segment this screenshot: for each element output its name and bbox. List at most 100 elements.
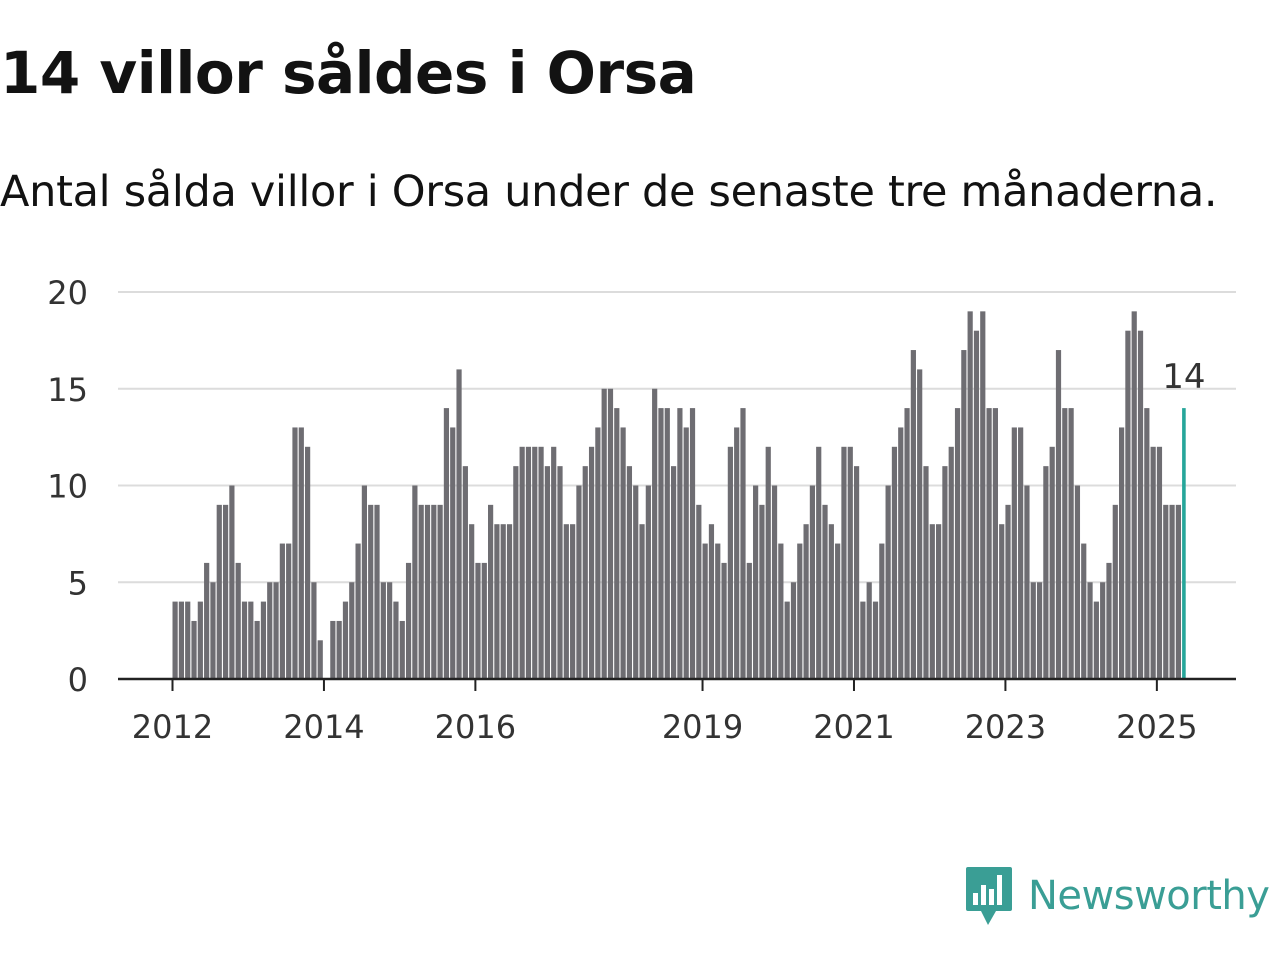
bar [1024,485,1030,679]
bar [1036,582,1043,679]
bar [570,524,576,679]
bar [475,562,481,679]
bar [1011,427,1017,679]
bar [1119,427,1125,679]
bar [1131,311,1137,679]
bar [980,311,986,679]
bar [778,543,784,679]
bar [614,408,620,679]
bar [967,311,973,679]
bar [771,485,778,679]
bar [399,620,405,679]
bar [689,408,696,679]
bar [740,408,746,679]
bar [1087,582,1093,679]
bar [494,524,500,679]
bar [853,466,860,679]
bar [424,504,431,679]
bar [1169,504,1175,679]
bar [784,601,790,679]
x-tick-label: 2025 [1116,708,1197,746]
bar [753,485,759,679]
chart-title: 14 villor såldes i Orsa [0,39,697,107]
newsworthy-logo-icon [966,867,1012,925]
bar [633,485,639,679]
bar [178,601,185,679]
bar [816,446,822,679]
bar [809,485,816,679]
bar [443,408,450,679]
bar [216,504,222,679]
bar [488,504,494,679]
bar [917,369,923,679]
bar [683,427,689,679]
bar [708,524,715,679]
bar [929,524,935,679]
bar [431,504,437,679]
chart-subtitle: Antal sålda villor i Orsa under de senas… [0,167,1218,217]
highlight-value-label: 14 [1162,357,1205,397]
bar [254,620,260,679]
bar [910,350,916,679]
bar [248,601,254,679]
bar [519,446,525,679]
bar [311,582,317,679]
bar [1068,408,1074,679]
bar [639,524,645,679]
bar-chart: 0 5 10 15 20 2012 2014 2016 2019 2021 2023 2025 14 [47,274,1236,746]
bar [317,640,323,679]
bar [607,388,614,679]
brand-name: Newsworthy [1028,873,1270,919]
bar [790,582,797,679]
bar [797,543,803,679]
bar [1150,446,1156,679]
bar [532,446,538,679]
bar [1144,408,1150,679]
bar [500,524,506,679]
bar [828,524,834,679]
x-tick-label: 2016 [435,708,516,746]
bar [992,408,998,679]
bar [235,562,241,679]
bar [172,601,178,679]
bar [721,562,727,679]
bar [582,466,588,679]
bar [904,408,910,679]
bar [544,466,550,679]
bar [1156,446,1163,679]
bar [405,562,412,679]
bar [273,582,279,679]
bar [551,446,557,679]
bar [727,446,733,679]
bar [954,408,961,679]
bar [866,582,872,679]
bar [1081,543,1087,679]
bar [746,562,752,679]
x-tick-label: 2014 [283,708,364,746]
bar [803,524,809,679]
bar [361,485,367,679]
bar [456,369,462,679]
bar [1049,446,1055,679]
bar [387,582,393,679]
bar [305,446,311,679]
bar [961,350,967,679]
bar [380,582,386,679]
bar [923,466,929,679]
bar [1093,601,1099,679]
bar [626,466,633,679]
bar [948,446,954,679]
bar [469,524,475,679]
bar [942,466,948,679]
bar [222,504,229,679]
bar [1125,330,1131,679]
bar [973,330,980,679]
bar [601,388,607,679]
bar [330,620,336,679]
bar [696,504,702,679]
bar [658,408,664,679]
bar [267,582,273,679]
y-tick-label: 0 [68,661,88,699]
bar [759,504,765,679]
y-tick-label: 15 [47,371,88,409]
